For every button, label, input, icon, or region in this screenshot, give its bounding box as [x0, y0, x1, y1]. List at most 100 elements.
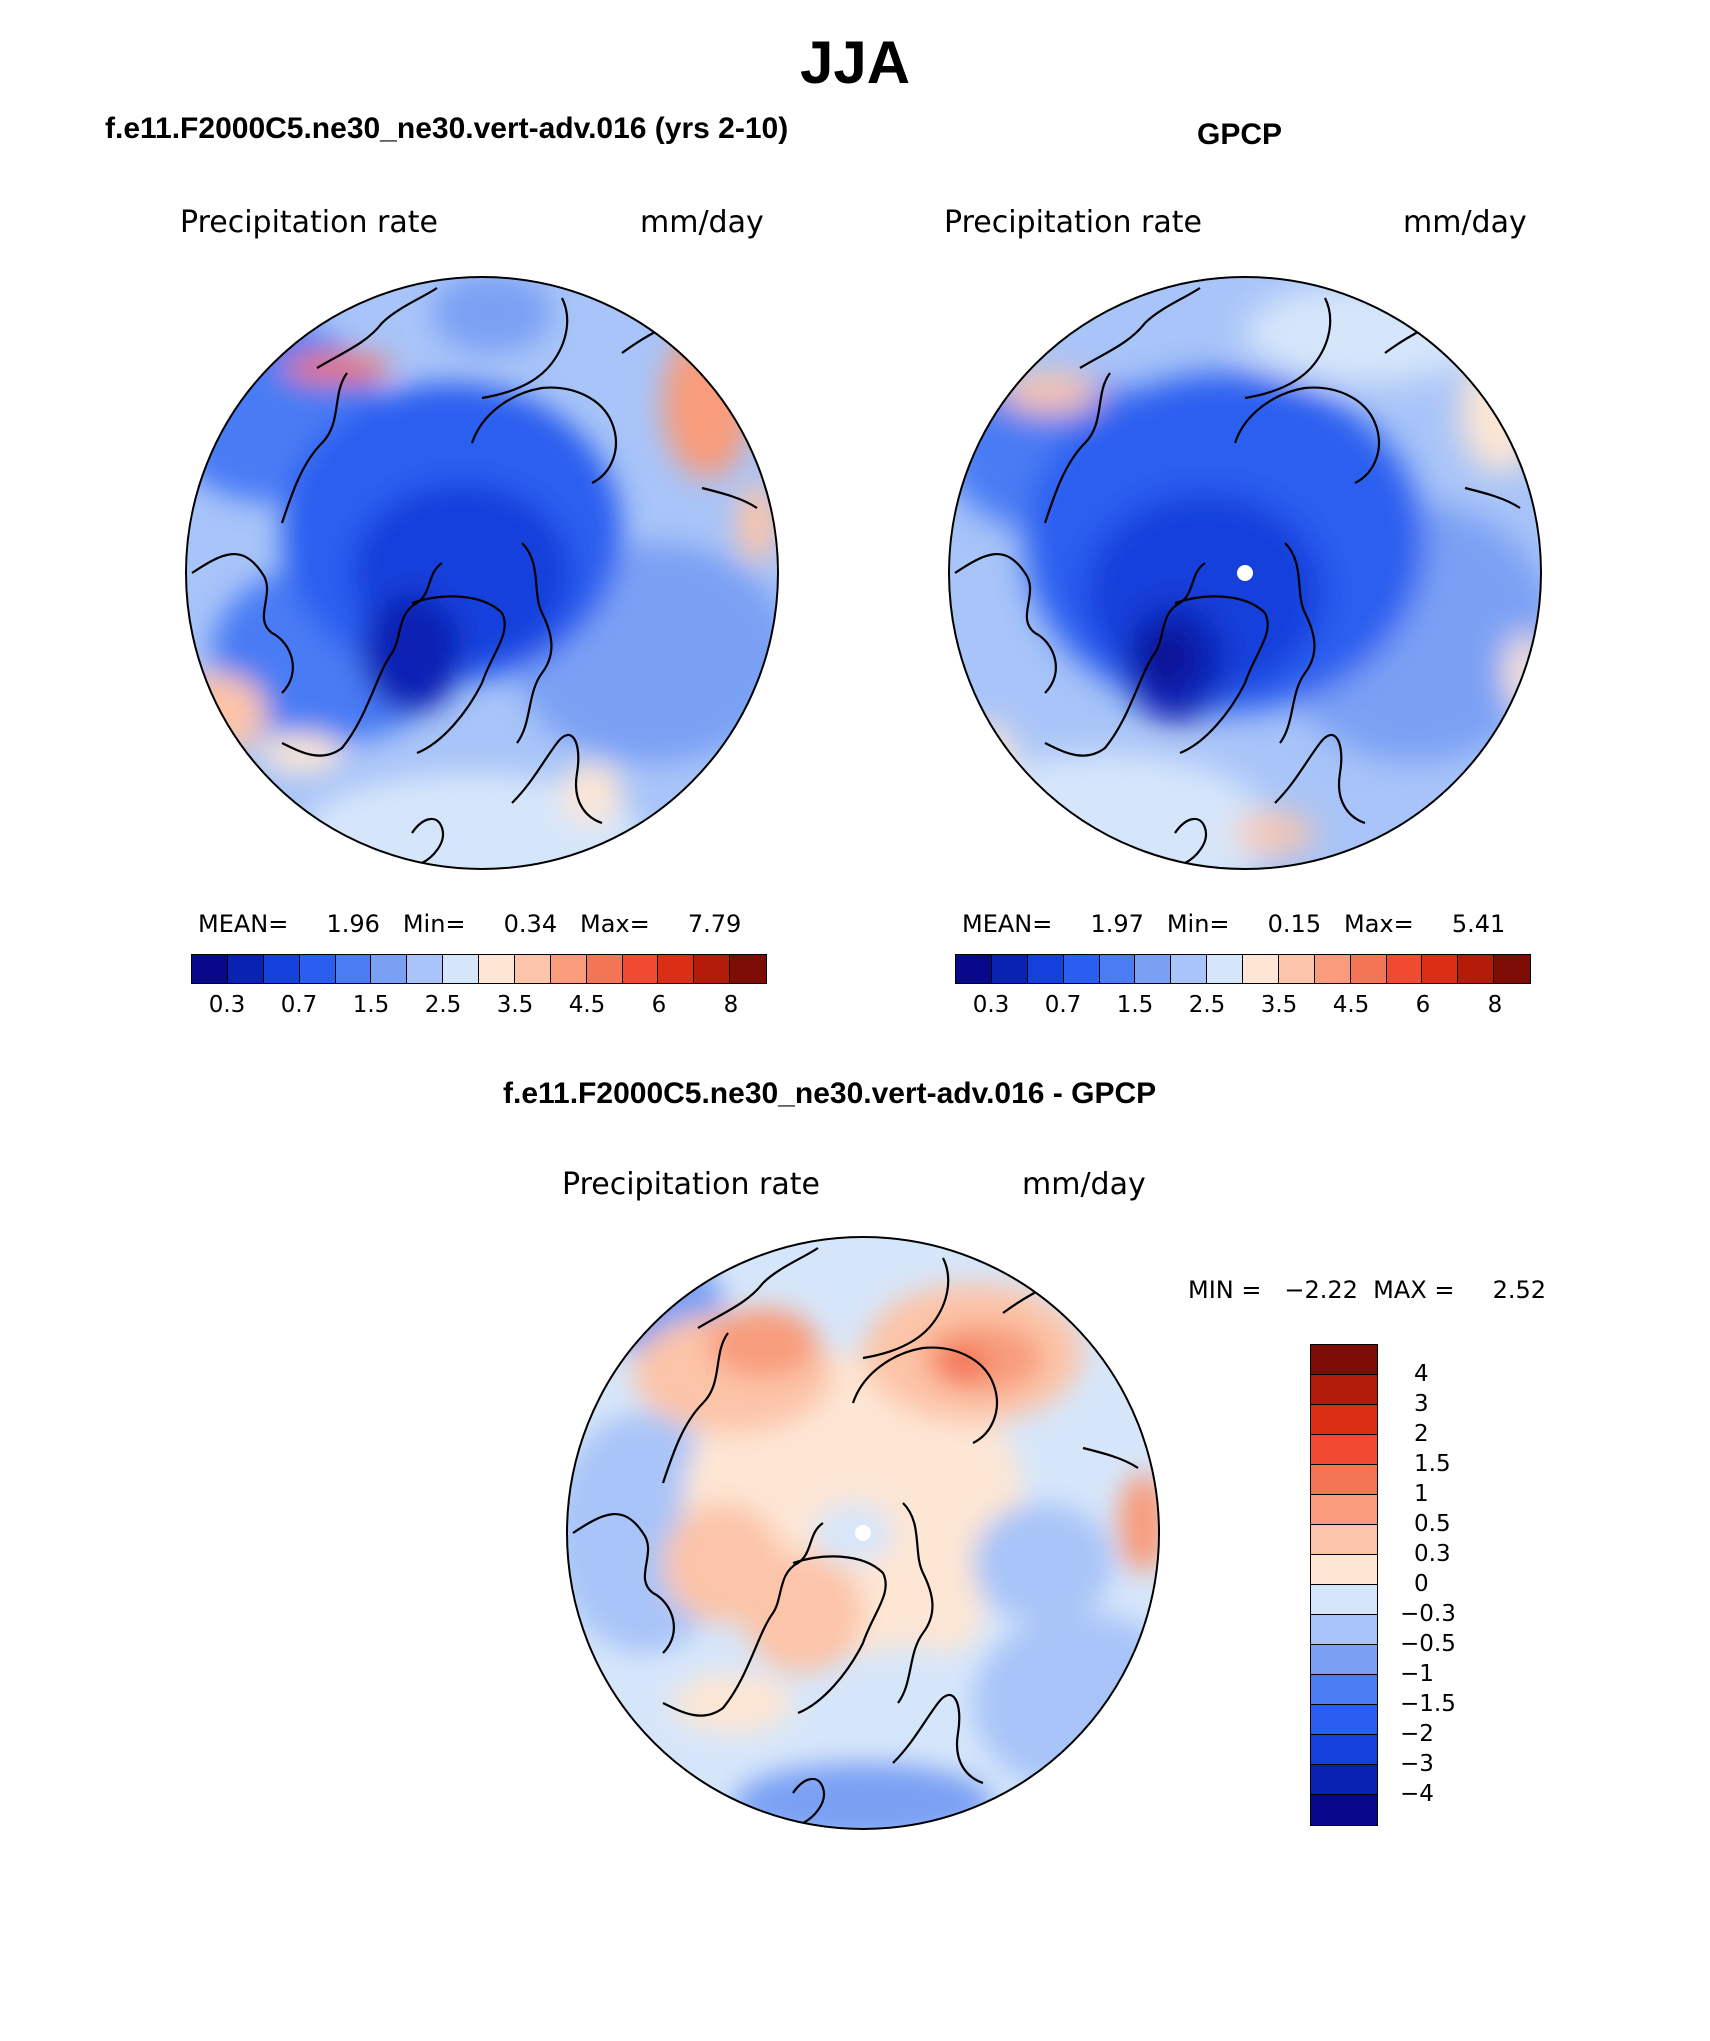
colorbar-tick-label: 6: [1415, 992, 1431, 1018]
colorbar-swatch: [622, 955, 659, 983]
obs-variable-label: Precipitation rate: [944, 205, 1202, 240]
colorbar-swatch: [407, 955, 444, 983]
colorbar-tick-label: 4: [1414, 1361, 1429, 1387]
colorbar-tick-label: 0: [1414, 1571, 1429, 1597]
colorbar-tick-label: 2.5: [1188, 992, 1226, 1018]
colorbar-swatch: [479, 955, 515, 983]
colorbar-swatch: [1494, 955, 1530, 983]
diff-colorbar: [1310, 1344, 1378, 1826]
colorbar-swatch: [371, 955, 408, 983]
colorbar-tick-label: 8: [723, 992, 739, 1018]
obs-stats: MEAN= 1.97 Min= 0.15 Max= 5.41: [962, 910, 1506, 938]
colorbar-tick-label: 2: [1414, 1421, 1429, 1447]
colorbar-swatch: [1311, 1345, 1377, 1375]
model-stats: MEAN= 1.96 Min= 0.34 Max= 7.79: [198, 910, 742, 938]
diff-colorbar-ticks: 4 3 2 1.5 1 0.5 0.3 0 −0.3 −0.5 −1 −1.5 −2 −3 −4: [1400, 1344, 1520, 1824]
colorbar-swatch: [1311, 1375, 1377, 1405]
colorbar-swatch: [335, 955, 372, 983]
colorbar-tick-label: 1.5: [352, 992, 390, 1018]
obs-colorbar: [955, 954, 1531, 984]
diff-colorbar-swatches: [1310, 1344, 1378, 1826]
colorbar-swatch: [1278, 955, 1315, 983]
colorbar-swatch: [299, 955, 336, 983]
colorbar-swatch: [550, 955, 587, 983]
model-variable-label: Precipitation rate: [180, 205, 438, 240]
colorbar-swatch: [1311, 1675, 1377, 1705]
colorbar-swatch: [586, 955, 623, 983]
colorbar-swatch: [694, 955, 731, 983]
colorbar-swatch: [1207, 955, 1243, 983]
colorbar-swatch: [658, 955, 695, 983]
colorbar-tick-label: 4.5: [568, 992, 606, 1018]
colorbar-swatch: [263, 955, 300, 983]
colorbar-swatch: [1311, 1555, 1377, 1585]
colorbar-swatch: [1458, 955, 1495, 983]
colorbar-swatch: [1243, 955, 1279, 983]
diff-variable-label: Precipitation rate: [562, 1167, 820, 1202]
colorbar-swatch: [991, 955, 1028, 983]
diff-units-label: mm/day: [1022, 1167, 1146, 1202]
colorbar-swatch: [1386, 955, 1423, 983]
colorbar-tick-label: −2: [1400, 1721, 1434, 1747]
colorbar-swatch: [1311, 1795, 1377, 1825]
colorbar-swatch: [1135, 955, 1172, 983]
colorbar-swatch: [1027, 955, 1064, 983]
colorbar-tick-label: −0.5: [1400, 1631, 1456, 1657]
diff-polar-map: [566, 1236, 1160, 1830]
colorbar-tick-label: 2.5: [424, 992, 462, 1018]
colorbar-tick-label: 1.5: [1116, 992, 1154, 1018]
colorbar-tick-label: −0.3: [1400, 1601, 1456, 1627]
obs-colorbar-swatches: [955, 954, 1531, 984]
model-units-label: mm/day: [640, 205, 764, 240]
colorbar-swatch: [1311, 1765, 1377, 1795]
colorbar-swatch: [730, 955, 766, 983]
colorbar-tick-label: 0.7: [280, 992, 318, 1018]
colorbar-tick-label: 0.3: [972, 992, 1010, 1018]
model-colorbar-ticks: 0.3 0.7 1.5 2.5 3.5 4.5 6 8: [191, 992, 767, 1022]
colorbar-swatch: [1311, 1735, 1377, 1765]
colorbar-swatch: [1063, 955, 1100, 983]
colorbar-tick-label: 6: [651, 992, 667, 1018]
model-colorbar-swatches: [191, 954, 767, 984]
colorbar-swatch: [1311, 1495, 1377, 1525]
colorbar-swatch: [1314, 955, 1351, 983]
colorbar-swatch: [1350, 955, 1387, 983]
colorbar-tick-label: 0.3: [208, 992, 246, 1018]
obs-polar-map: [948, 276, 1542, 870]
colorbar-swatch: [514, 955, 551, 983]
colorbar-swatch: [1311, 1465, 1377, 1495]
colorbar-swatch: [1099, 955, 1136, 983]
colorbar-swatch: [1422, 955, 1459, 983]
colorbar-swatch: [1311, 1405, 1377, 1435]
colorbar-swatch: [1171, 955, 1208, 983]
colorbar-swatch: [443, 955, 479, 983]
obs-units-label: mm/day: [1403, 205, 1527, 240]
colorbar-swatch: [1311, 1525, 1377, 1555]
colorbar-swatch: [1311, 1435, 1377, 1465]
colorbar-tick-label: 1.5: [1414, 1451, 1451, 1477]
colorbar-swatch: [1311, 1585, 1377, 1615]
colorbar-swatch: [1311, 1645, 1377, 1675]
colorbar-swatch: [1311, 1615, 1377, 1645]
colorbar-tick-label: −3: [1400, 1751, 1434, 1777]
diff-panel-title: f.e11.F2000C5.ne30_ne30.vert-adv.016 - G…: [503, 1077, 1157, 1110]
colorbar-tick-label: −1.5: [1400, 1691, 1456, 1717]
colorbar-swatch: [192, 955, 228, 983]
colorbar-tick-label: −4: [1400, 1781, 1434, 1807]
page-title: JJA: [799, 29, 911, 96]
colorbar-swatch: [227, 955, 264, 983]
colorbar-tick-label: 3: [1414, 1391, 1429, 1417]
colorbar-swatch: [1311, 1705, 1377, 1735]
colorbar-tick-label: 0.3: [1414, 1541, 1451, 1567]
colorbar-swatch: [956, 955, 992, 983]
model-polar-map: [185, 276, 779, 870]
obs-panel-title: GPCP: [1197, 118, 1283, 151]
colorbar-tick-label: 0.7: [1044, 992, 1082, 1018]
colorbar-tick-label: 1: [1414, 1481, 1429, 1507]
colorbar-tick-label: −1: [1400, 1661, 1434, 1687]
colorbar-tick-label: 4.5: [1332, 992, 1370, 1018]
model-panel-title: f.e11.F2000C5.ne30_ne30.vert-adv.016 (yr…: [105, 112, 789, 145]
obs-colorbar-ticks: 0.3 0.7 1.5 2.5 3.5 4.5 6 8: [955, 992, 1531, 1022]
colorbar-tick-label: 0.5: [1414, 1511, 1451, 1537]
colorbar-tick-label: 3.5: [496, 992, 534, 1018]
